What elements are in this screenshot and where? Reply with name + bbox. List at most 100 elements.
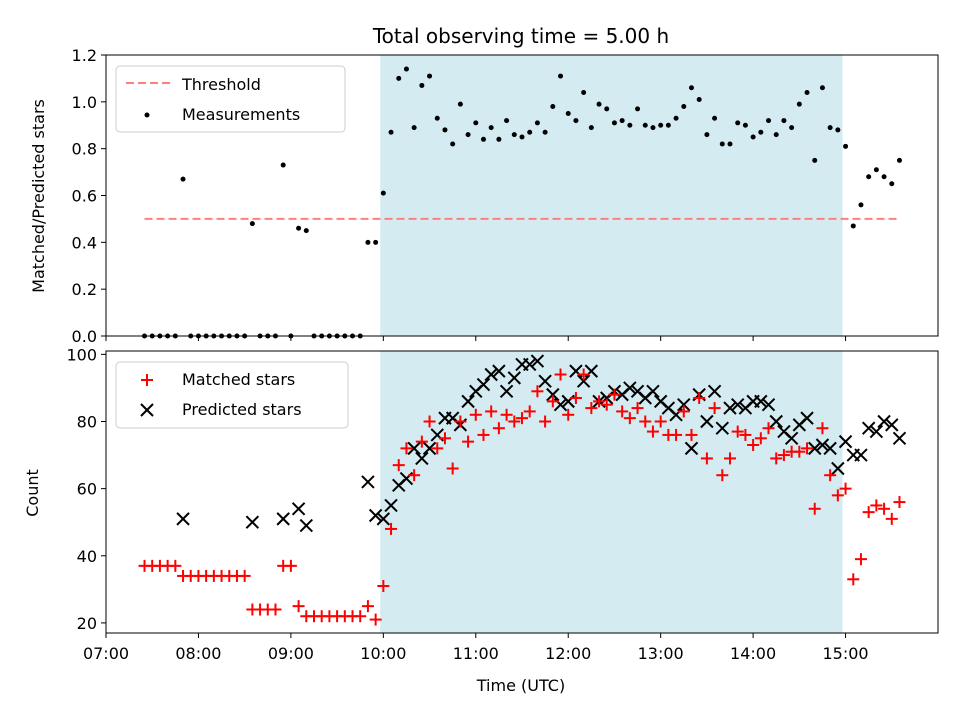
predicted-star-point (861, 421, 876, 435)
predicted-star-point (576, 374, 591, 388)
matched-star-point (808, 502, 821, 515)
measurement-point (742, 122, 748, 128)
matched-star-point (631, 402, 644, 415)
x-tick-label: 09:00 (268, 644, 314, 663)
predicted-star-point (623, 381, 637, 395)
measurement-point (249, 221, 255, 227)
matched-star-point (369, 613, 382, 626)
measurement-point (781, 118, 787, 124)
matched-star-point (431, 442, 444, 455)
matched-star-point (770, 452, 783, 465)
predicted-star-point (299, 518, 314, 533)
predicted-star-point (476, 377, 491, 392)
matched-star-point (400, 442, 413, 455)
legend-threshold-label: Threshold (181, 75, 261, 94)
measurement-point (789, 125, 795, 131)
measurement-point (750, 134, 756, 140)
matched-star-point (469, 408, 482, 421)
predicted-star-point (646, 384, 660, 398)
y-tick-label: 60 (77, 480, 97, 499)
predicted-star-point (854, 448, 868, 462)
measurement-point (180, 176, 186, 182)
predicted-star-point (461, 394, 475, 409)
matched-star-point (747, 439, 760, 451)
matched-star-point (801, 442, 814, 455)
y-tick-label: 0.6 (72, 187, 97, 206)
measurement-point (835, 127, 841, 133)
x-tick-label: 07:00 (83, 644, 129, 663)
measurement-point (843, 143, 849, 149)
predicted-star-point (499, 384, 514, 398)
measurement-point (519, 134, 525, 140)
predicted-star-point (831, 461, 845, 476)
matched-star-point (754, 432, 767, 445)
x-tick-label: 08:00 (175, 644, 221, 663)
predicted-star-point (415, 451, 429, 466)
predicted-star-point (677, 398, 691, 412)
measurement-point (542, 129, 548, 135)
measurement-point (488, 125, 494, 131)
matched-star-point (639, 415, 652, 428)
matched-star-point (646, 425, 659, 438)
predicted-star-point (684, 441, 699, 456)
predicted-star-point (291, 502, 306, 516)
matched-star-point (408, 469, 421, 482)
measurement-point (373, 239, 379, 245)
observing-window-span (380, 55, 843, 336)
y-tick-label: 20 (77, 614, 97, 633)
predicted-star-point (815, 438, 830, 452)
x-tick-label: 11:00 (453, 644, 499, 663)
matched-star-point (870, 499, 883, 512)
measurement-point (627, 122, 633, 128)
y-tick-label: 40 (77, 547, 97, 566)
measurement-point (411, 125, 417, 131)
measurement-point (727, 141, 733, 147)
measurement-point (427, 73, 433, 79)
matched-star-point (508, 415, 521, 428)
measurement-point (296, 225, 302, 231)
y-tick-label: 0.0 (72, 327, 97, 346)
matched-star-point (608, 388, 621, 401)
measurement-point (565, 111, 571, 117)
count-y-ticks: 20 40 60 80 100 (66, 345, 106, 633)
matched-star-point (793, 445, 806, 458)
measurement-point (665, 122, 671, 128)
measurement-point (673, 115, 679, 121)
predicted-star-point (507, 371, 522, 385)
measurement-point (796, 101, 802, 107)
predicted-star-point (522, 357, 537, 372)
matched-star-point (361, 600, 374, 613)
measurement-point (866, 174, 872, 180)
measurement-point (442, 127, 448, 133)
legend-measurements-swatch (144, 112, 150, 118)
matched-star-point (423, 415, 436, 428)
measurement-point (450, 141, 456, 147)
predicted-star-point (877, 414, 891, 429)
matched-star-point (885, 512, 898, 525)
predicted-star-point (808, 441, 822, 456)
predicted-star-point (769, 414, 783, 429)
measurement-point (773, 132, 779, 138)
matched-star-point (516, 412, 528, 425)
measurement-point (896, 157, 902, 163)
matched-star-point (762, 422, 775, 435)
matched-star-point (623, 412, 636, 425)
x-tick-label: 14:00 (730, 644, 776, 663)
predicted-star-point (800, 411, 814, 425)
matched-stars-points (138, 368, 906, 626)
measurement-point (396, 75, 402, 81)
matched-star-point (700, 452, 713, 465)
y-tick-label: 0.4 (72, 233, 97, 252)
matched-star-point (531, 385, 544, 398)
matched-star-point (523, 405, 536, 418)
matched-star-point (292, 600, 305, 613)
predicted-star-point (368, 508, 383, 523)
matched-star-point (654, 415, 667, 428)
measurement-point (303, 228, 309, 234)
measurement-point (819, 85, 825, 91)
matched-star-point (831, 489, 844, 502)
measurement-point (573, 118, 579, 124)
measurement-point (719, 141, 725, 147)
matched-star-point (169, 559, 182, 572)
